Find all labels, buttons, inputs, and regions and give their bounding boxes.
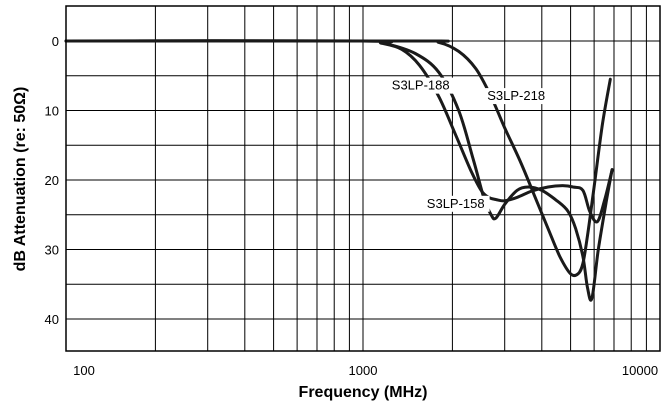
series-label-background	[485, 88, 551, 105]
series-label-background	[389, 77, 455, 94]
x-tick-label: 1000	[349, 363, 378, 378]
y-axis-title: dB Attenuation (re: 50Ω)	[12, 87, 29, 272]
x-tick-label: 100	[73, 363, 95, 378]
plot-frame	[65, 5, 661, 352]
x-tick-label: 10000	[622, 363, 658, 378]
series-labels: S3LP-158 S3LP-188 S3LP-218	[389, 77, 551, 212]
series-line-s3lp-158	[64, 39, 614, 224]
y-tick-label: 40	[45, 312, 59, 327]
series-label-background	[424, 195, 490, 212]
y-tick-label: 10	[45, 104, 59, 119]
grid	[66, 6, 660, 351]
y-tick-labels: 0 10 20 30 40	[45, 34, 59, 327]
series-line-s3lp-218	[64, 39, 612, 278]
series-line-s3lp-188	[64, 39, 614, 302]
y-tick-label: 20	[45, 173, 59, 188]
y-tick-label: 0	[52, 34, 59, 49]
series-label: S3LP-158	[427, 196, 485, 211]
series-label: S3LP-218	[487, 88, 545, 103]
x-axis-title: Frequency (MHz)	[299, 384, 428, 401]
series-label: S3LP-188	[392, 78, 450, 93]
series-layer	[64, 39, 614, 302]
y-tick-label: 30	[45, 243, 59, 258]
x-tick-labels: 100 1000 10000	[73, 363, 658, 378]
